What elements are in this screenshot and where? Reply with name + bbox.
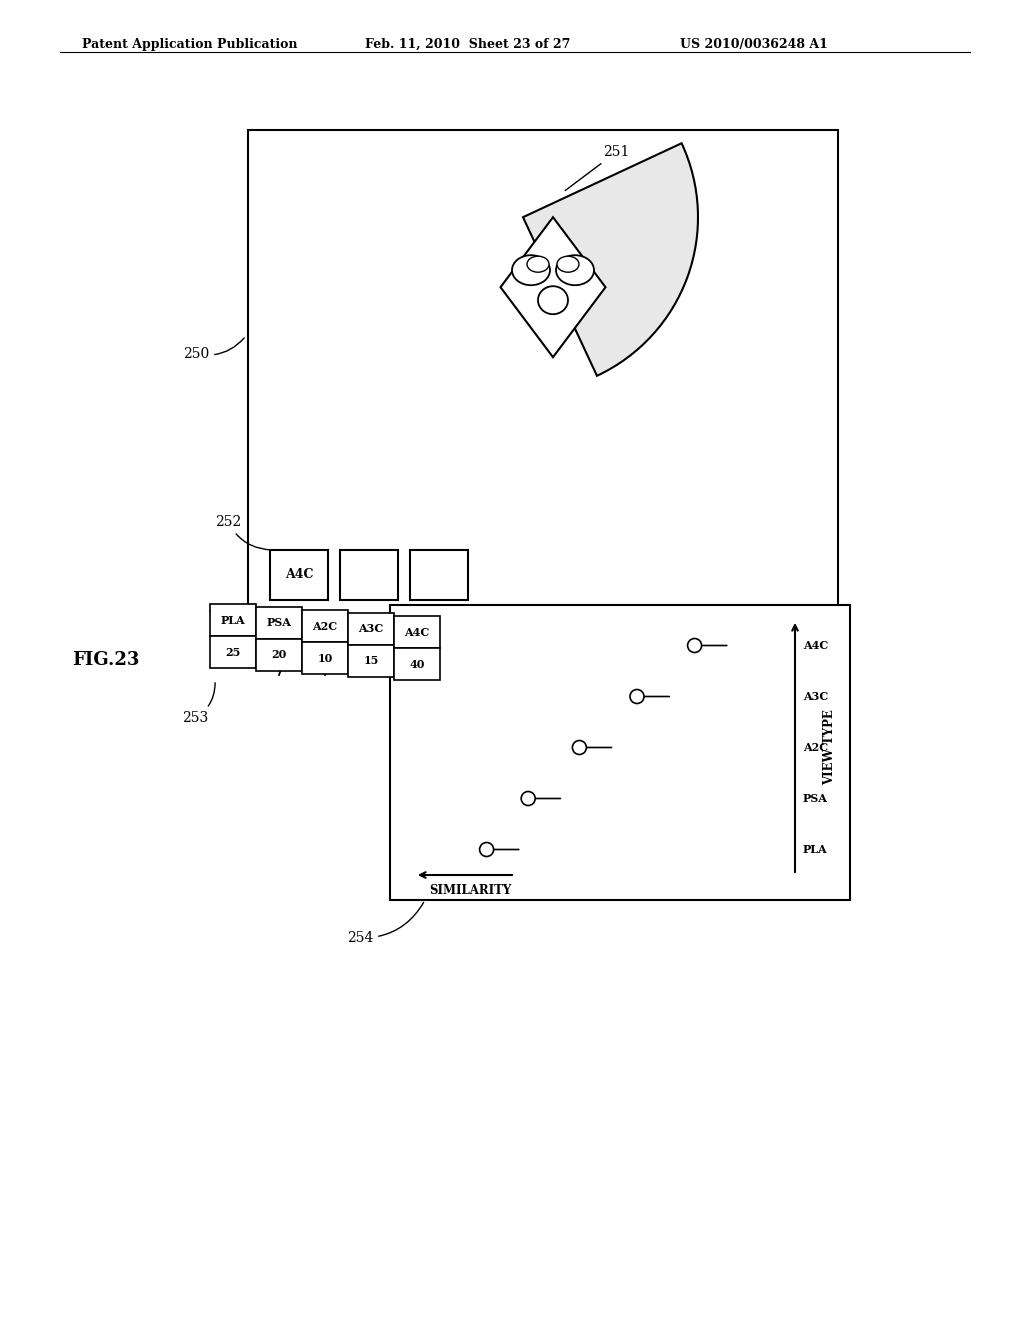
Circle shape: [572, 741, 587, 755]
Text: 254: 254: [347, 903, 424, 945]
Text: PLA: PLA: [803, 843, 827, 855]
Bar: [210, 636, 256, 668]
Text: A4C: A4C: [803, 640, 828, 651]
Text: Patent Application Publication: Patent Application Publication: [82, 38, 298, 51]
Bar: [302, 610, 348, 642]
Bar: [348, 645, 394, 677]
Ellipse shape: [556, 255, 594, 285]
Bar: [348, 612, 394, 645]
Bar: [302, 642, 348, 675]
Polygon shape: [501, 218, 605, 358]
Text: 253: 253: [182, 682, 215, 725]
Text: 10: 10: [317, 652, 333, 664]
Text: 251: 251: [565, 145, 630, 190]
Bar: [248, 129, 838, 620]
Bar: [270, 550, 328, 601]
Text: PSA: PSA: [266, 618, 292, 628]
Bar: [256, 639, 302, 671]
Text: A4C: A4C: [404, 627, 430, 638]
Bar: [394, 648, 440, 680]
Bar: [210, 605, 256, 636]
Text: US 2010/0036248 A1: US 2010/0036248 A1: [680, 38, 827, 51]
Ellipse shape: [512, 255, 550, 285]
Bar: [256, 607, 302, 639]
Circle shape: [630, 689, 644, 704]
Text: A3C: A3C: [358, 623, 384, 635]
Text: SIMILARITY: SIMILARITY: [429, 883, 511, 896]
Text: 20: 20: [271, 649, 287, 660]
Text: FIG.23: FIG.23: [72, 651, 139, 669]
Text: 252: 252: [215, 515, 271, 550]
Text: 40: 40: [410, 659, 425, 669]
Text: A4C: A4C: [285, 569, 313, 582]
Text: 25: 25: [225, 647, 241, 657]
Text: PLA: PLA: [221, 615, 246, 626]
Bar: [410, 550, 468, 601]
Circle shape: [687, 639, 701, 652]
Text: A2C: A2C: [803, 742, 828, 752]
Circle shape: [521, 792, 536, 805]
Bar: [340, 550, 398, 601]
Ellipse shape: [527, 256, 549, 272]
Text: A3C: A3C: [803, 690, 828, 702]
Bar: [394, 616, 440, 648]
Circle shape: [479, 842, 494, 857]
Text: 250: 250: [183, 338, 244, 360]
Ellipse shape: [557, 256, 579, 272]
Text: A2C: A2C: [312, 620, 338, 631]
Bar: [390, 605, 850, 900]
Text: Feb. 11, 2010  Sheet 23 of 27: Feb. 11, 2010 Sheet 23 of 27: [365, 38, 570, 51]
Text: VIEW TYPE: VIEW TYPE: [823, 710, 837, 785]
Text: PSA: PSA: [803, 793, 827, 804]
Text: 15: 15: [364, 656, 379, 667]
Wedge shape: [523, 144, 698, 376]
Ellipse shape: [538, 286, 568, 314]
